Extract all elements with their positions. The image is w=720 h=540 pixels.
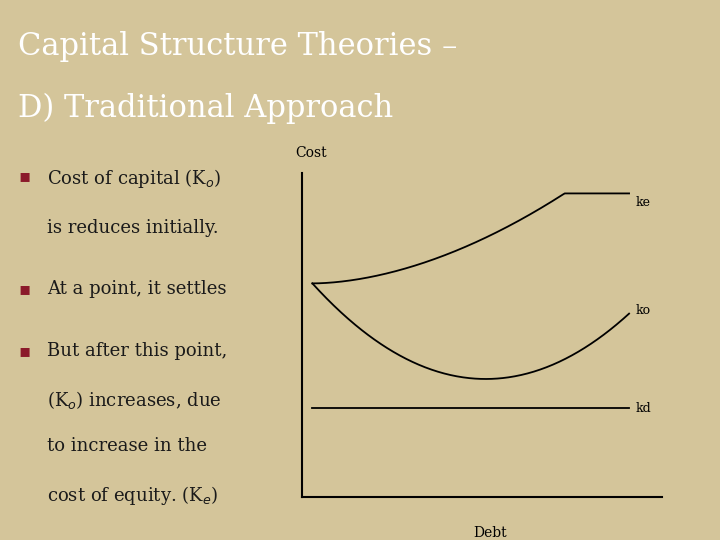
Text: cost of equity. (K$_e$): cost of equity. (K$_e$) bbox=[47, 484, 218, 508]
Text: ▪: ▪ bbox=[18, 280, 30, 298]
Text: Cost: Cost bbox=[295, 146, 327, 160]
Text: (K$_o$) increases, due: (K$_o$) increases, due bbox=[47, 389, 221, 411]
Text: ko: ko bbox=[636, 304, 651, 317]
Text: D) Traditional Approach: D) Traditional Approach bbox=[18, 93, 393, 124]
Text: ▪: ▪ bbox=[18, 342, 30, 360]
Text: kd: kd bbox=[636, 402, 652, 415]
Text: to increase in the: to increase in the bbox=[47, 437, 207, 455]
Text: ▪: ▪ bbox=[18, 167, 30, 185]
Text: Debt: Debt bbox=[473, 526, 506, 540]
Text: But after this point,: But after this point, bbox=[47, 342, 227, 360]
Text: Cost of capital (K$_o$): Cost of capital (K$_o$) bbox=[47, 167, 221, 190]
Text: Capital Structure Theories –: Capital Structure Theories – bbox=[18, 31, 457, 63]
Text: At a point, it settles: At a point, it settles bbox=[47, 280, 226, 298]
Text: is reduces initially.: is reduces initially. bbox=[47, 219, 218, 237]
Text: ke: ke bbox=[636, 196, 651, 209]
